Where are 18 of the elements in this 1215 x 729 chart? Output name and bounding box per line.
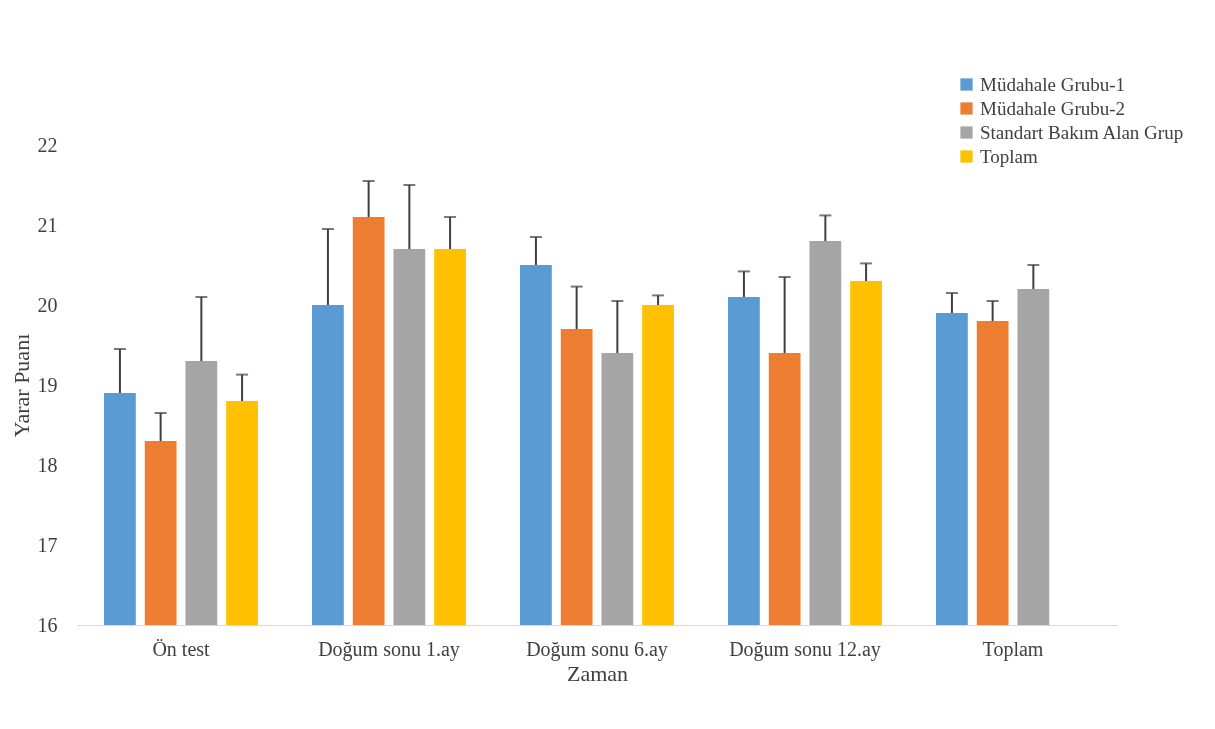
y-tick-label: 22 xyxy=(37,133,58,156)
x-tick-label: Ön test xyxy=(152,637,211,660)
x-tick-label: Doğum sonu 1.ay xyxy=(318,637,460,661)
legend-label: Müdahale Grubu-1 xyxy=(980,73,1126,95)
y-tick-label: 19 xyxy=(37,373,58,396)
y-tick-label: 20 xyxy=(37,293,58,316)
legend-label: Toplam xyxy=(980,145,1038,167)
x-tick-label: Doğum sonu 6.ay xyxy=(526,637,668,661)
legend-label: Standart Bakım Alan Grup xyxy=(980,121,1184,143)
y-tick-label: 21 xyxy=(37,213,58,236)
legend-label: Müdahale Grubu-2 xyxy=(980,97,1126,119)
x-tick-label: Toplam xyxy=(982,637,1044,661)
y-axis-title: Yarar Puanı xyxy=(8,333,34,438)
y-tick-label: 18 xyxy=(37,453,58,476)
y-tick-label: 16 xyxy=(37,613,58,636)
x-tick-label: Doğum sonu 12.ay xyxy=(729,637,881,661)
y-tick-label: 17 xyxy=(37,533,58,556)
x-axis-title: Zaman xyxy=(566,660,629,686)
